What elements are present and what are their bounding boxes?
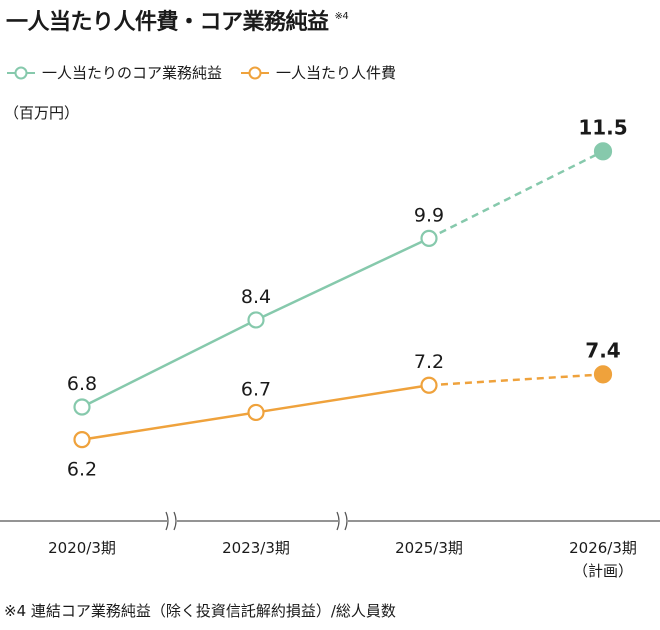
data-label-1-3: 9.9 (414, 204, 444, 226)
line-chart: 2020/3期 2023/3期 2025/3期 2026/3期 （計画） 6.8 8.4 9.… (0, 115, 660, 580)
axis-break-mark-2b (344, 511, 348, 531)
title-note: ※4 (334, 11, 349, 22)
series-1-point-1 (73, 398, 91, 416)
series-line-planned-2 (428, 373, 604, 387)
data-label-2-3: 7.2 (414, 351, 444, 373)
data-label-1-1: 6.8 (67, 373, 97, 395)
series-2-point-3 (420, 376, 438, 394)
x-tick-label-2: 2023/3期 (222, 539, 290, 557)
legend-marker-orange (241, 66, 270, 79)
x-tick-label-3: 2025/3期 (395, 539, 463, 557)
axis-break-mark-1a (165, 511, 169, 531)
axis-break-mark-1b (173, 511, 177, 531)
data-label-1-2: 8.4 (241, 286, 271, 308)
chart-title-text: 一人当たり人件費・コア業務純益 (6, 10, 329, 35)
series-line-planned-1 (428, 150, 604, 240)
footnote: ※4 連結コア業務純益（除く投資信託解約損益）/総人員数 (4, 602, 396, 620)
series-1-point-2 (247, 311, 265, 329)
data-label-1-4: 11.5 (578, 115, 627, 139)
legend-marker-green (7, 66, 35, 79)
chart-title: 一人当たり人件費・コア業務純益 ※4 (6, 4, 349, 36)
axis-break-gap-1 (167, 513, 177, 529)
series-2-point-2 (247, 403, 265, 422)
series-2-point-4 (593, 365, 613, 384)
series-1-point-4 (593, 142, 613, 161)
data-label-2-2: 6.7 (241, 378, 271, 400)
x-tick-label-1: 2020/3期 (48, 539, 116, 557)
data-label-2-4: 7.4 (585, 338, 620, 362)
legend-item-core-profit: 一人当たりのコア業務純益 (6, 62, 222, 83)
axis-break-gap-2 (338, 513, 348, 529)
legend: 一人当たりのコア業務純益 一人当たり人件費 (6, 62, 414, 83)
data-label-2-1: 6.2 (67, 459, 97, 481)
legend-item-personnel-cost: 一人当たり人件費 (240, 62, 396, 83)
x-tick-label-4: 2026/3期 (569, 539, 637, 557)
x-tick-sublabel-4: （計画） (573, 562, 633, 580)
legend-label-personnel-cost: 一人当たり人件費 (276, 64, 397, 82)
series-1-point-3 (420, 229, 438, 247)
axis-break-mark-2a (336, 511, 340, 531)
legend-label-core-profit: 一人当たりのコア業務純益 (42, 64, 223, 82)
series-2-point-1 (73, 431, 91, 449)
unit-label: （百万円） (4, 104, 80, 122)
